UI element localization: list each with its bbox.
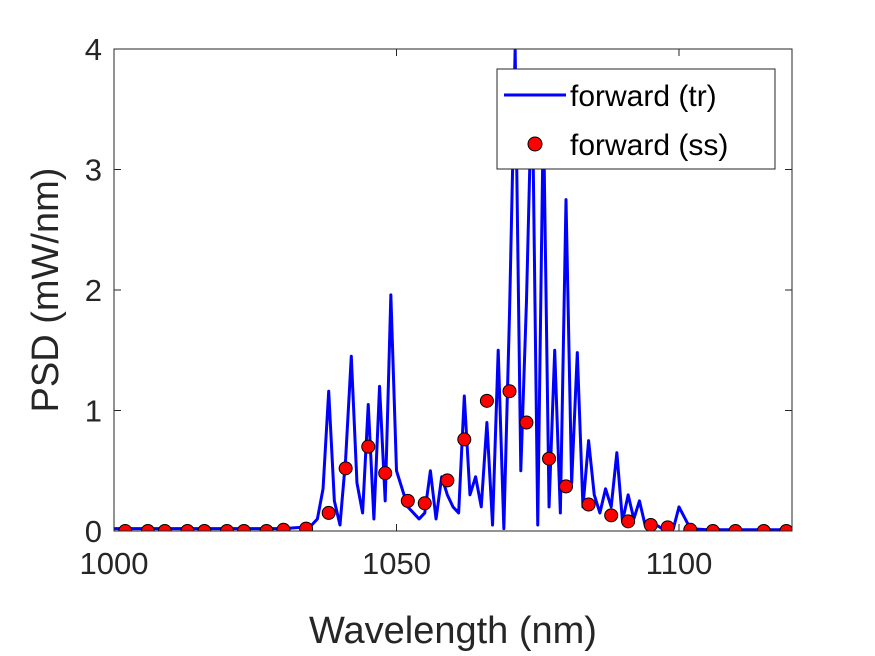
series-layer <box>114 49 792 531</box>
x-tick-label: 1050 <box>362 546 431 581</box>
data-point-forward-ss <box>779 524 792 531</box>
x-tick-label: 1100 <box>646 546 713 581</box>
data-point-forward-ss <box>440 473 455 488</box>
data-point-forward-ss <box>157 524 172 531</box>
data-point-forward-ss <box>400 493 415 508</box>
data-point-forward-ss <box>542 451 557 466</box>
data-point-forward-ss <box>378 466 393 481</box>
data-point-forward-ss <box>220 524 234 531</box>
y-axis-label: PSD (mW/nm) <box>25 168 67 413</box>
data-point-forward-ss <box>502 384 517 399</box>
y-tick-label: 1 <box>85 394 102 429</box>
legend-label-forward-ss: forward (ss) <box>570 129 728 162</box>
data-point-forward-ss <box>197 524 212 531</box>
legend: forward (tr) forward (ss) <box>496 68 776 170</box>
plot-area <box>114 49 792 531</box>
data-point-forward-ss <box>519 415 534 430</box>
y-tick-label: 2 <box>85 273 102 308</box>
legend-label-forward-tr: forward (tr) <box>570 80 717 113</box>
y-tick-label: 0 <box>85 514 102 549</box>
legend-marker-swatch <box>527 136 543 152</box>
legend-box <box>496 68 776 170</box>
data-point-forward-ss <box>457 432 472 447</box>
data-point-forward-ss <box>321 505 336 520</box>
data-point-forward-ss <box>299 521 314 531</box>
data-point-forward-ss <box>180 524 195 531</box>
data-point-forward-ss <box>118 524 133 531</box>
data-point-forward-ss <box>705 524 720 531</box>
data-point-forward-ss <box>621 514 636 529</box>
data-point-forward-ss <box>581 497 596 512</box>
data-point-forward-ss <box>236 524 251 531</box>
data-point-forward-ss <box>479 393 494 408</box>
data-point-forward-ss <box>756 524 771 531</box>
x-axis-label: Wavelength (nm) <box>309 610 597 652</box>
data-point-forward-ss <box>683 522 698 531</box>
data-point-forward-ss <box>728 524 743 531</box>
data-point-forward-ss <box>276 522 291 531</box>
data-point-forward-ss <box>259 524 274 531</box>
data-point-forward-ss <box>417 496 432 511</box>
data-point-forward-ss <box>604 508 619 523</box>
x-tick-label: 1000 <box>80 546 149 581</box>
data-point-forward-ss <box>660 520 675 531</box>
data-point-forward-ss <box>559 479 573 494</box>
data-point-forward-ss <box>361 439 376 454</box>
data-point-forward-ss <box>643 517 658 531</box>
data-point-forward-ss <box>140 524 155 531</box>
y-tick-label: 3 <box>85 153 102 188</box>
data-point-forward-ss <box>338 461 353 476</box>
axes-layer: 1000 1050 1100 0 1 2 3 4 <box>80 32 793 581</box>
y-tick-label: 4 <box>85 32 102 67</box>
